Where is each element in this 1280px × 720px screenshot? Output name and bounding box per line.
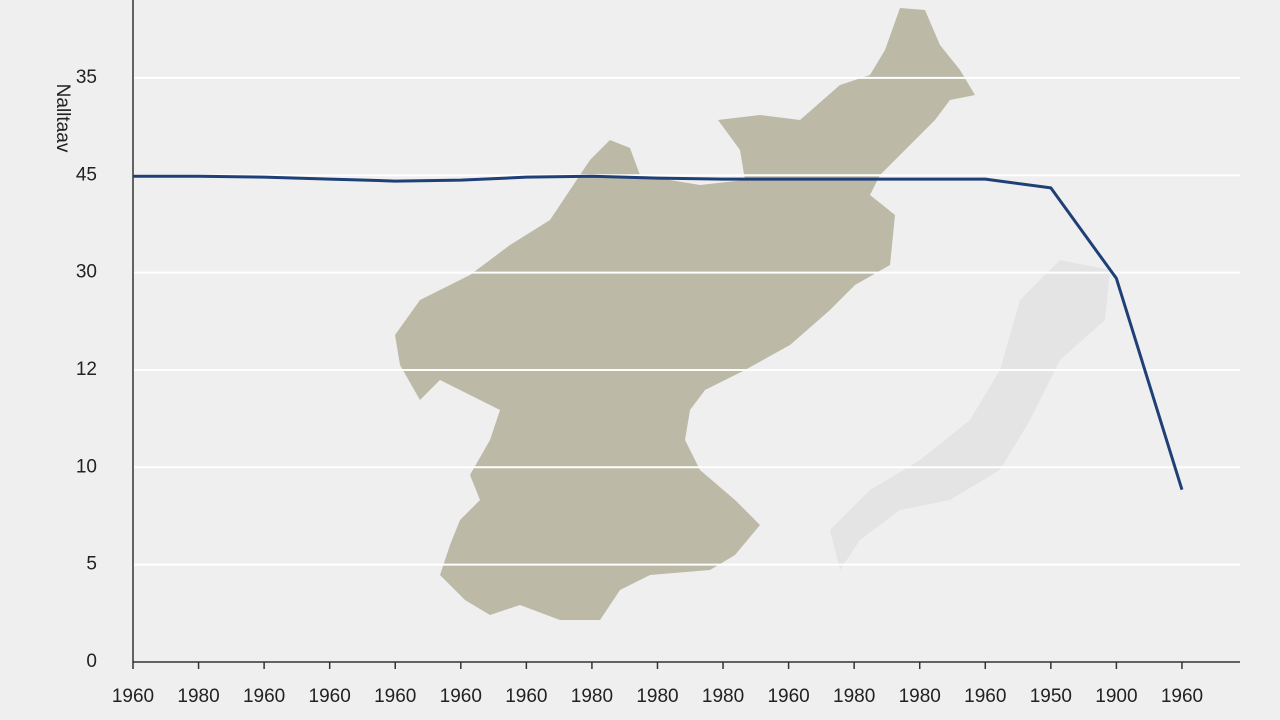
x-tick-label: 1960 [440, 686, 482, 707]
x-tick-label: 1960 [505, 686, 547, 707]
y-tick-label: 12 [76, 359, 97, 380]
x-tick-label: 1960 [309, 686, 351, 707]
x-tick-label: 1960 [767, 686, 809, 707]
y-tick-label: 0 [86, 651, 97, 672]
y-axis-label: Nalltaav [52, 84, 73, 153]
y-tick-label: 10 [76, 456, 97, 477]
x-tick-label: 1960 [1161, 686, 1203, 707]
y-tick-label: 30 [76, 262, 97, 283]
japan-background [830, 260, 1110, 570]
x-tick-label: 1980 [177, 686, 219, 707]
x-tick-label: 1980 [636, 686, 678, 707]
line [133, 174, 1184, 491]
x-tick-label: 1980 [571, 686, 613, 707]
x-tick-label: 1960 [243, 686, 285, 707]
y-tick-label: 45 [76, 164, 97, 185]
y-tick-label: 5 [86, 554, 97, 575]
x-tick-label: 1900 [1095, 686, 1137, 707]
x-tick-label: 1960 [374, 686, 416, 707]
x-tick-label: 1980 [833, 686, 875, 707]
y-tick-label: 35 [76, 67, 97, 88]
x-tick-label: 1960 [964, 686, 1006, 707]
x-tick-label: 1950 [1030, 686, 1072, 707]
x-tick-label: 1960 [112, 686, 154, 707]
x-tick-label: 1980 [702, 686, 744, 707]
x-tick-label: 1980 [899, 686, 941, 707]
map-background [395, 8, 975, 620]
